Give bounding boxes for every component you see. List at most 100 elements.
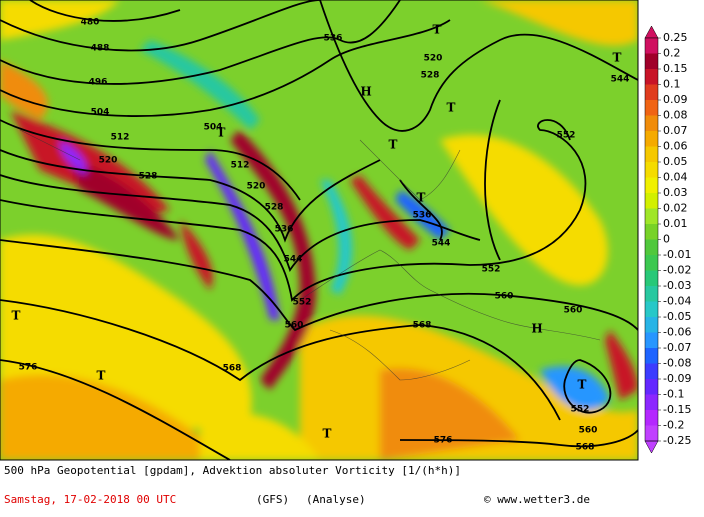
colorbar-label: 0.1 xyxy=(663,78,681,91)
colorbar-segment xyxy=(645,332,658,348)
colorbar-label: -0.04 xyxy=(663,295,691,308)
colorbar-segment xyxy=(645,363,658,379)
coastlines xyxy=(19,129,601,381)
colorbar-label: 0.03 xyxy=(663,186,688,199)
colorbar-label: 0.05 xyxy=(663,155,688,168)
colorbar-segment xyxy=(645,53,658,69)
colorbar-label: -0.02 xyxy=(663,264,691,277)
pressure-center: T xyxy=(417,191,426,205)
contour-label: 504 xyxy=(204,123,223,133)
pressure-center: T xyxy=(389,138,398,152)
contour-label: 568 xyxy=(413,321,432,331)
contour-label: 576 xyxy=(434,436,453,446)
pressure-center: T xyxy=(323,427,332,441)
footer-date: Samstag, 17-02-2018 00 UTC xyxy=(4,493,176,506)
contour-label: 552 xyxy=(482,265,501,275)
contour-label: 552 xyxy=(557,131,576,141)
map-frame xyxy=(0,0,639,461)
geopotential-contours xyxy=(0,0,638,460)
contour-label: 496 xyxy=(89,78,108,88)
contour-label: 528 xyxy=(265,203,284,213)
colorbar-arrow xyxy=(644,25,659,39)
colorbar-segment xyxy=(645,146,658,162)
colorbar-segment xyxy=(645,239,658,255)
colorbar-label: -0.07 xyxy=(663,341,691,354)
contour-label: 520 xyxy=(424,54,443,64)
pressure-center: H xyxy=(360,85,371,99)
contour-label: 512 xyxy=(111,133,130,143)
colorbar-segment xyxy=(645,425,658,441)
contour-label: 480 xyxy=(81,18,100,28)
colorbar-label: 0.25 xyxy=(663,31,688,44)
colorbar-label: -0.1 xyxy=(663,388,684,401)
colorbar-label: 0.09 xyxy=(663,93,688,106)
pressure-center: H xyxy=(531,322,542,336)
colorbar-segment xyxy=(645,394,658,410)
colorbar-segment xyxy=(645,131,658,147)
footer-credit: © www.wetter3.de xyxy=(484,493,590,506)
contour-label: 520 xyxy=(99,156,118,166)
contour-label: 512 xyxy=(231,161,250,171)
contour-label: 560 xyxy=(564,306,583,316)
contour-label: 560 xyxy=(495,292,514,302)
contour-label: 568 xyxy=(576,443,595,453)
colorbar-label: 0.04 xyxy=(663,171,688,184)
colorbar-segment xyxy=(645,162,658,178)
footer: 500 hPa Geopotential [gpdam], Advektion … xyxy=(4,464,590,506)
contour-label: 560 xyxy=(285,321,304,331)
colorbar-segment xyxy=(645,84,658,100)
footer-run: (Analyse) xyxy=(306,493,366,506)
colorbar-segment xyxy=(645,193,658,209)
contour-label: 536 xyxy=(324,34,343,44)
colorbar-label: 0.15 xyxy=(663,62,688,75)
colorbar-label: -0.03 xyxy=(663,279,691,292)
colorbar-label: -0.2 xyxy=(663,419,684,432)
colorbar-segment xyxy=(645,270,658,286)
contour-label: 552 xyxy=(293,298,312,308)
colorbar-label: 0.07 xyxy=(663,124,688,137)
pressure-center: T xyxy=(12,309,21,323)
contour-label: 504 xyxy=(91,108,110,118)
colorbar-arrow xyxy=(644,440,659,454)
pressure-center: T xyxy=(217,126,226,140)
footer-model: (GFS) xyxy=(256,493,289,506)
pressure-center: T xyxy=(613,51,622,65)
colorbar-label: 0.2 xyxy=(663,47,681,60)
map-labels: 480 488 496 504 512 520 528 504 512 520 528 536 544 5… xyxy=(12,18,630,453)
colorbar-segment xyxy=(645,379,658,395)
contour-label: 544 xyxy=(611,75,630,85)
contour-label: 488 xyxy=(91,44,110,54)
colorbar-segment xyxy=(645,115,658,131)
colorbar-label: -0.06 xyxy=(663,326,691,339)
colorbar-segment xyxy=(645,38,658,54)
colorbar-label: -0.25 xyxy=(663,434,691,447)
contour-label: 544 xyxy=(284,255,303,265)
colorbar-label: -0.01 xyxy=(663,248,691,261)
colorbar-segment xyxy=(645,255,658,271)
colorbar: 0.25 0.2 0.15 0.1 0.09 0.08 0.07 0.06 0.05 0.04 0.… xyxy=(644,25,691,454)
colorbar-segment xyxy=(645,348,658,364)
contour-label: 544 xyxy=(432,239,451,249)
colorbar-label: 0.02 xyxy=(663,202,688,215)
map: 480 488 496 504 512 520 528 504 512 520 528 536 544 5… xyxy=(0,0,638,460)
pressure-center: T xyxy=(578,378,587,392)
colorbar-segment xyxy=(645,301,658,317)
pressure-center: T xyxy=(433,23,442,37)
colorbar-label: 0.06 xyxy=(663,140,688,153)
colorbar-segment xyxy=(645,100,658,116)
colorbar-segment xyxy=(645,317,658,333)
colorbar-segment xyxy=(645,286,658,302)
colorbar-segment xyxy=(645,224,658,240)
colorbar-label: 0 xyxy=(663,233,670,246)
colorbar-segment xyxy=(645,208,658,224)
pressure-center: T xyxy=(447,101,456,115)
footer-title: 500 hPa Geopotential [gpdam], Advektion … xyxy=(4,464,461,477)
contour-label: 552 xyxy=(571,405,590,415)
colorbar-segment xyxy=(645,69,658,85)
colorbar-label: -0.05 xyxy=(663,310,691,323)
colorbar-label: -0.15 xyxy=(663,403,691,416)
contour-label: 528 xyxy=(421,71,440,81)
colorbar-label: -0.08 xyxy=(663,357,691,370)
contour-label: 560 xyxy=(579,426,598,436)
